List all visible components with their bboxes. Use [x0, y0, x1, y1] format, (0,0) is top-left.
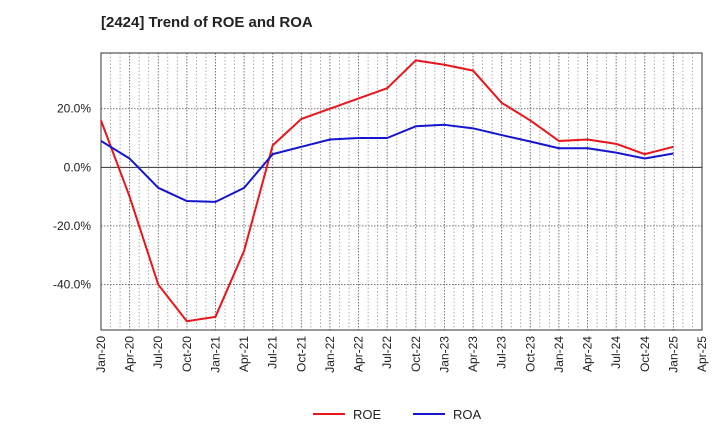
x-tick-label: Jan-23 [437, 336, 451, 373]
grid-lines [101, 53, 702, 330]
x-tick-label: Oct-24 [638, 336, 652, 372]
y-tick-label: 20.0% [57, 102, 91, 116]
series-line-roe [100, 59, 674, 323]
x-axis-ticks: Jan-20 Apr-20 Jul-20 Oct-20 Jan-21 Apr-21 Jul-… [94, 336, 709, 373]
x-tick-label: Apr-25 [695, 336, 709, 372]
x-tick-label: Jul-20 [151, 336, 165, 369]
x-tick-label: Jan-24 [552, 336, 566, 373]
y-tick-label: -20.0% [53, 219, 91, 233]
series-lines [100, 59, 674, 323]
x-tick-label: Apr-22 [352, 336, 366, 372]
y-tick-label: -40.0% [53, 278, 91, 292]
x-tick-label: Jan-21 [208, 336, 222, 373]
legend-label-roa: ROA [453, 407, 482, 422]
x-tick-label: Jul-23 [495, 336, 509, 369]
series-line-roa [100, 123, 674, 203]
legend-label-roe: ROE [353, 407, 382, 422]
x-tick-label: Jan-20 [94, 336, 108, 373]
x-tick-label: Oct-21 [294, 336, 308, 372]
x-tick-label: Oct-22 [409, 336, 423, 372]
legend: ROE ROA [313, 407, 482, 422]
x-tick-label: Apr-21 [237, 336, 251, 372]
plot-frame [100, 52, 703, 331]
y-axis-ticks: 20.0% 0.0% -20.0% -40.0% [53, 102, 91, 292]
x-tick-label: Apr-20 [123, 336, 137, 372]
x-tick-label: Oct-23 [523, 336, 537, 372]
y-tick-label: 0.0% [64, 160, 92, 174]
x-tick-label: Jul-21 [266, 336, 280, 369]
chart-title: [2424] Trend of ROE and ROA [101, 14, 313, 31]
x-tick-label: Jul-22 [380, 336, 394, 369]
x-tick-label: Jul-24 [609, 336, 623, 369]
x-tick-label: Jan-22 [323, 336, 337, 373]
x-tick-label: Apr-24 [581, 336, 595, 372]
x-tick-label: Jan-25 [666, 336, 680, 373]
x-tick-label: Apr-23 [466, 336, 480, 372]
x-tick-label: Oct-20 [180, 336, 194, 372]
